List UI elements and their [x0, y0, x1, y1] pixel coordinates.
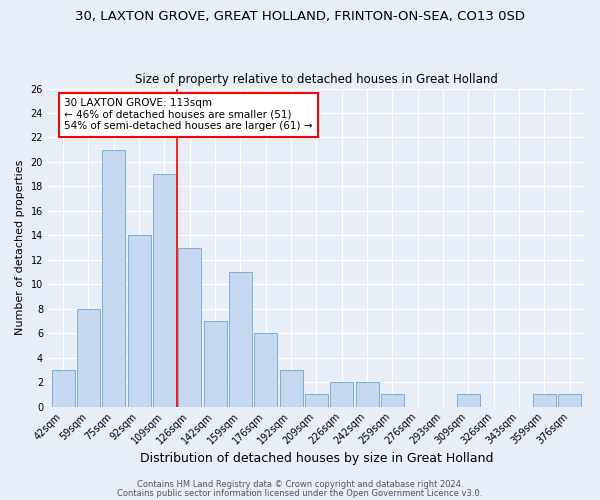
Bar — [128, 236, 151, 406]
Bar — [533, 394, 556, 406]
Text: 30 LAXTON GROVE: 113sqm
← 46% of detached houses are smaller (51)
54% of semi-de: 30 LAXTON GROVE: 113sqm ← 46% of detache… — [64, 98, 313, 132]
Bar — [254, 334, 277, 406]
Bar — [52, 370, 74, 406]
Bar — [204, 321, 227, 406]
Y-axis label: Number of detached properties: Number of detached properties — [15, 160, 25, 336]
Title: Size of property relative to detached houses in Great Holland: Size of property relative to detached ho… — [135, 73, 498, 86]
Bar — [559, 394, 581, 406]
Bar — [381, 394, 404, 406]
Text: Contains public sector information licensed under the Open Government Licence v3: Contains public sector information licen… — [118, 488, 482, 498]
Bar — [103, 150, 125, 406]
Bar — [356, 382, 379, 406]
Bar — [331, 382, 353, 406]
Text: Contains HM Land Registry data © Crown copyright and database right 2024.: Contains HM Land Registry data © Crown c… — [137, 480, 463, 489]
Bar — [280, 370, 302, 406]
Bar — [457, 394, 480, 406]
Bar — [178, 248, 201, 406]
Text: 30, LAXTON GROVE, GREAT HOLLAND, FRINTON-ON-SEA, CO13 0SD: 30, LAXTON GROVE, GREAT HOLLAND, FRINTON… — [75, 10, 525, 23]
Bar — [305, 394, 328, 406]
Bar — [153, 174, 176, 406]
Bar — [229, 272, 252, 406]
X-axis label: Distribution of detached houses by size in Great Holland: Distribution of detached houses by size … — [140, 452, 493, 465]
Bar — [77, 309, 100, 406]
